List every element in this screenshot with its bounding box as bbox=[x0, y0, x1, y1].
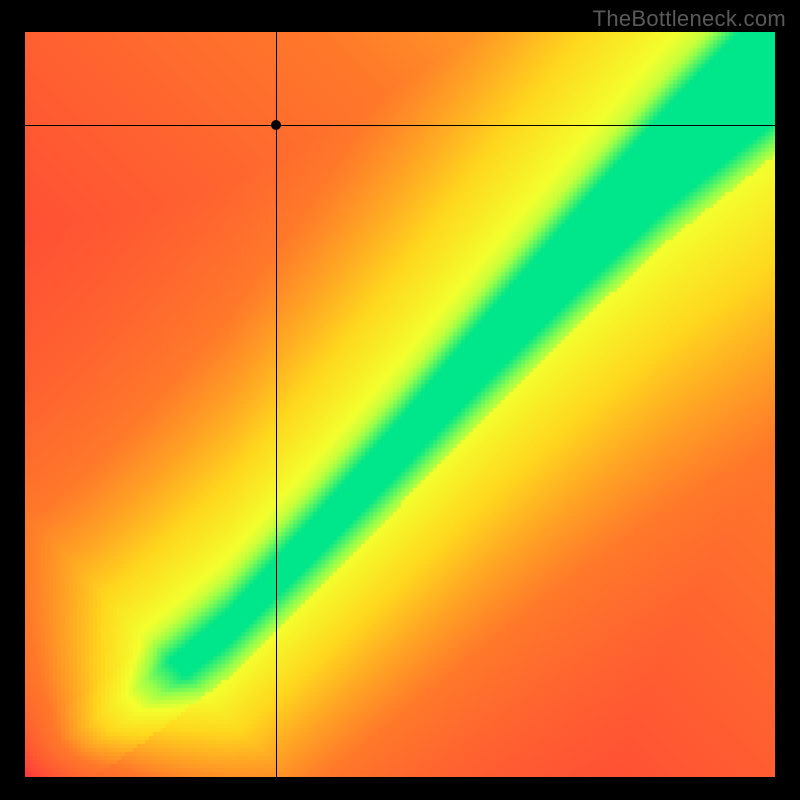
heatmap-plot bbox=[25, 32, 775, 777]
crosshair-marker bbox=[271, 120, 281, 130]
crosshair-vertical bbox=[276, 32, 277, 777]
watermark-text: TheBottleneck.com bbox=[593, 6, 786, 32]
crosshair-horizontal bbox=[25, 125, 775, 126]
heatmap-canvas bbox=[25, 32, 775, 777]
